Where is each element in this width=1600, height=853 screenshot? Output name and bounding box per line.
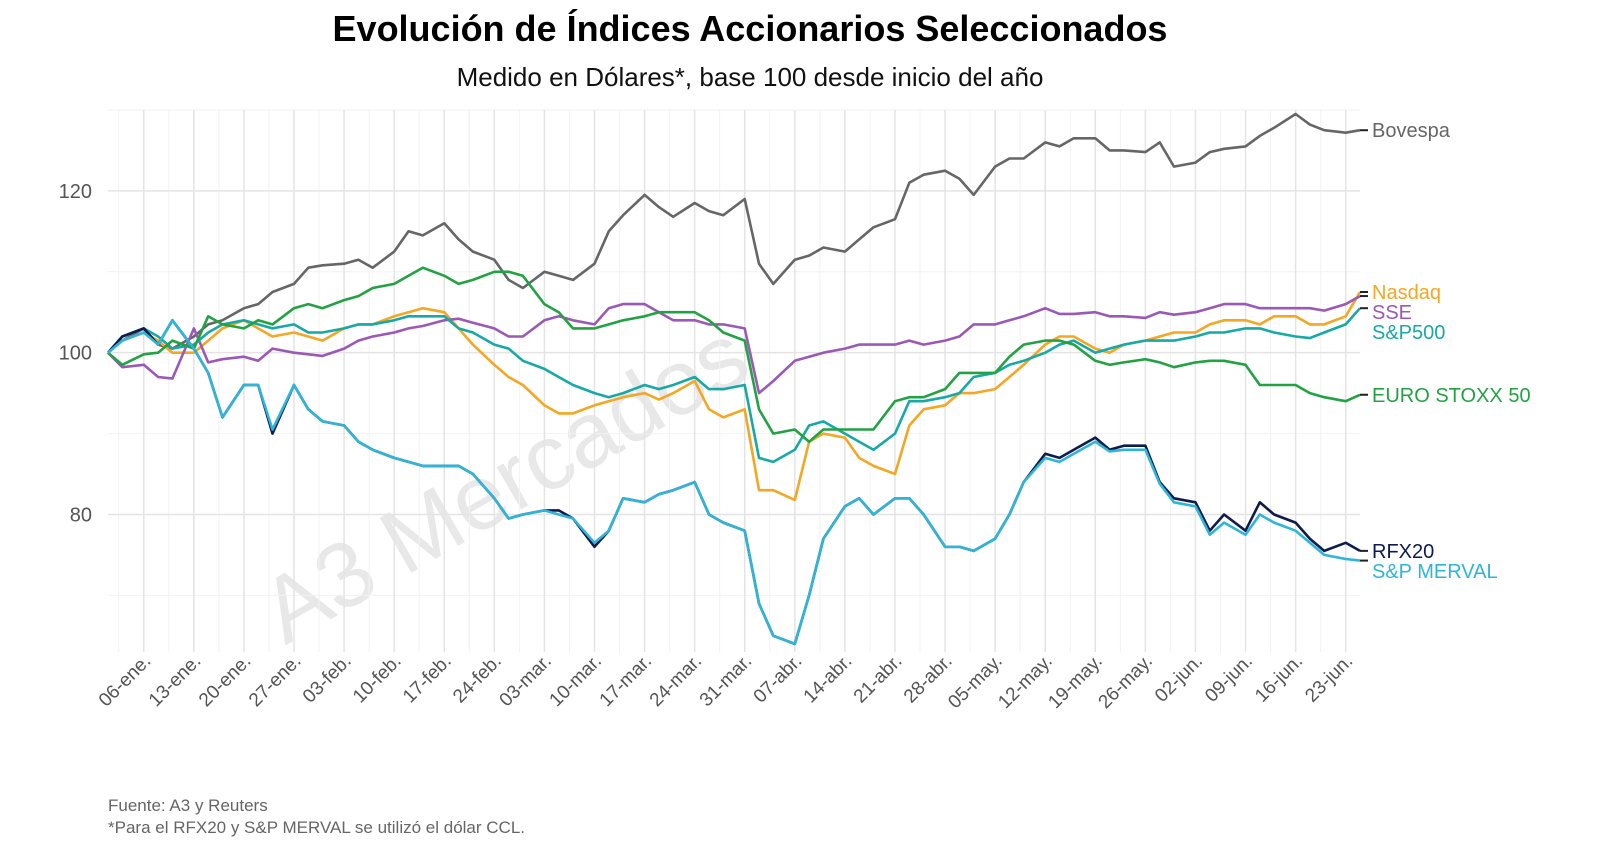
- x-tick-label: 17-feb.: [399, 651, 456, 708]
- axes: 80 100 120 06-ene.13-ene.20-ene.27-ene.03-f…: [59, 181, 1358, 713]
- x-tick-label: 24-mar.: [646, 651, 706, 711]
- x-tick-label: 13-ene.: [145, 651, 205, 711]
- series-line: [107, 294, 1361, 395]
- series-line: [107, 319, 1361, 646]
- watermark-text: A3 Mercados: [244, 303, 764, 662]
- x-tick-label: 26-may.: [1095, 651, 1157, 713]
- series-lines: [107, 112, 1362, 646]
- series-line: [107, 307, 1361, 464]
- x-tick-label: 16-jun.: [1251, 651, 1307, 707]
- y-tick-label: 120: [59, 181, 92, 203]
- source-note: Fuente: A3 y Reuters: [108, 796, 268, 815]
- series-label: Bovespa: [1372, 120, 1451, 142]
- x-tick-label: 05-may.: [944, 651, 1006, 713]
- series-label: S&P500: [1372, 322, 1445, 344]
- x-tick-label: 02-jun.: [1151, 651, 1207, 707]
- x-tick-label: 27-ene.: [245, 651, 305, 711]
- x-tick-label: 03-mar.: [496, 651, 556, 711]
- x-tick-label: 07-abr.: [750, 651, 807, 708]
- y-tick-label: 80: [70, 504, 92, 526]
- x-tick-label: 17-mar.: [596, 651, 656, 711]
- x-tick-label: 14-abr.: [800, 651, 857, 708]
- series-line: [107, 112, 1361, 354]
- series-line: [107, 291, 1362, 502]
- x-tick-label: 10-mar.: [546, 651, 606, 711]
- x-tick-label: 09-jun.: [1201, 651, 1257, 707]
- chart-subtitle: Medido en Dólares*, base 100 desde inici…: [456, 62, 1044, 92]
- x-tick-label: 21-abr.: [850, 651, 907, 708]
- series-label: Nasdaq: [1372, 282, 1441, 304]
- series-label: S&P MERVAL: [1372, 561, 1498, 583]
- x-tick-label: 10-feb.: [349, 651, 406, 708]
- x-tick-label: 06-ene.: [95, 651, 155, 711]
- x-tick-label: 23-jun.: [1301, 651, 1357, 707]
- x-tick-label: 03-feb.: [299, 651, 356, 708]
- x-tick-label: 31-mar.: [696, 651, 756, 711]
- x-tick-label: 20-ene.: [195, 651, 255, 711]
- grid: [108, 109, 1360, 652]
- series-label: SSE: [1372, 302, 1412, 324]
- footnote: *Para el RFX20 y S&P MERVAL se utilizó e…: [108, 818, 525, 837]
- series-label: RFX20: [1372, 541, 1434, 563]
- x-tick-label: 19-may.: [1044, 651, 1106, 713]
- chart-title: Evolución de Índices Accionarios Selecci…: [332, 8, 1168, 49]
- series-line: [107, 266, 1361, 443]
- y-tick-label: 100: [59, 343, 92, 365]
- series-label: EURO STOXX 50: [1372, 385, 1531, 407]
- x-tick-label: 12-may.: [994, 651, 1056, 713]
